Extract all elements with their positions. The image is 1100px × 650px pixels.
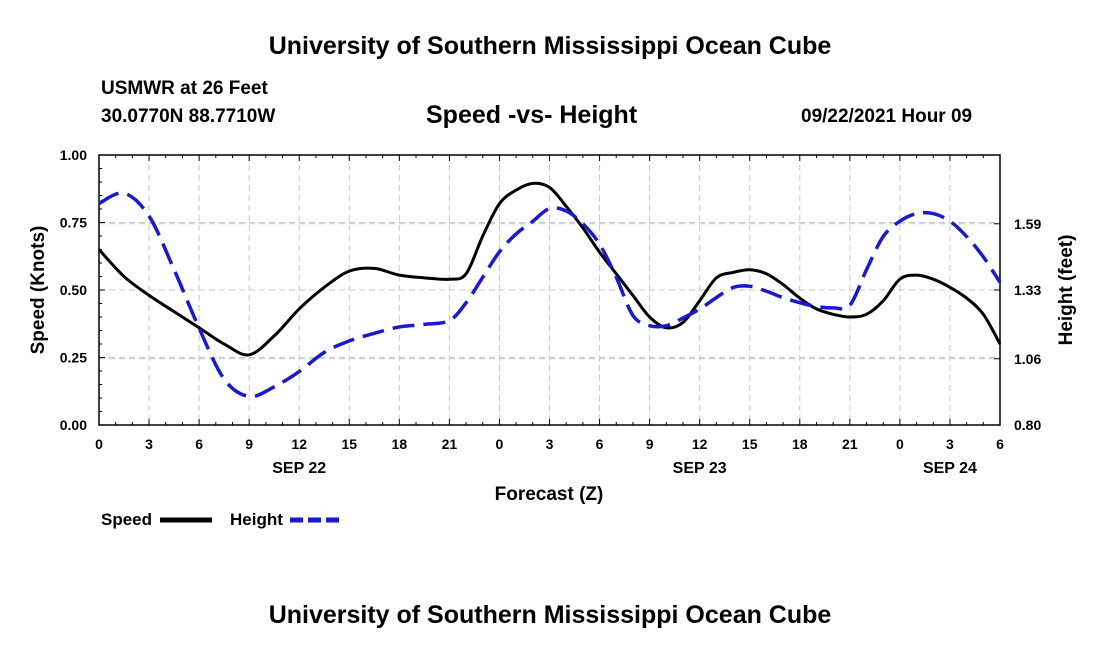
x-tick-label: 12 <box>692 436 708 452</box>
x-tick-label: 0 <box>496 436 504 452</box>
axis-ticks <box>98 154 1001 426</box>
y-tick-label: 0.00 <box>60 417 87 433</box>
x-axis-title: Forecast (Z) <box>495 484 604 505</box>
series <box>97 181 1002 399</box>
y-tick-label: 1.00 <box>60 147 87 163</box>
y2-tick-label: 1.33 <box>1014 282 1041 298</box>
y2-tick-label: 0.80 <box>1014 417 1041 433</box>
page-title-bottom: University of Southern Mississippi Ocean… <box>268 601 832 629</box>
x-tick-label: 3 <box>145 436 153 452</box>
axis-labels: 0 3 6 9 12 15 18 21 0 3 6 9 12 15 18 21 0 3 6 0.00 0.25 0.50 0… <box>60 147 1042 477</box>
x-tick-label: 0 <box>95 436 103 452</box>
x-tick-label: 12 <box>291 436 307 452</box>
date-label: SEP 22 <box>272 460 326 477</box>
chart-title: Speed -vs- Height <box>426 101 638 129</box>
y2-axis-title: Height (feet) <box>1056 235 1077 346</box>
grid <box>99 155 1000 425</box>
legend: Speed Height <box>101 510 342 529</box>
legend-height-label: Height <box>230 510 283 529</box>
x-tick-label: 3 <box>946 436 954 452</box>
x-tick-label: 6 <box>195 436 203 452</box>
date-label: SEP 23 <box>673 460 727 477</box>
forecast-datetime: 09/22/2021 Hour 09 <box>801 106 973 127</box>
x-tick-label: 9 <box>646 436 654 452</box>
y-tick-label: 0.75 <box>60 215 87 231</box>
x-tick-label: 0 <box>896 436 904 452</box>
y-axis-title: Speed (Knots) <box>28 226 49 355</box>
legend-speed-label: Speed <box>101 510 152 529</box>
x-tick-label: 6 <box>596 436 604 452</box>
height-series-line <box>98 191 1002 399</box>
x-tick-label: 3 <box>546 436 554 452</box>
date-label: SEP 24 <box>923 460 977 477</box>
y2-tick-label: 1.59 <box>1014 216 1041 232</box>
x-tick-label: 15 <box>341 436 357 452</box>
y-tick-label: 0.50 <box>60 282 87 298</box>
x-tick-label: 9 <box>245 436 253 452</box>
y-tick-label: 0.25 <box>60 350 87 366</box>
x-tick-label: 21 <box>842 436 858 452</box>
station-coordinates: 30.0770N 88.7710W <box>101 106 276 127</box>
x-tick-label: 18 <box>792 436 808 452</box>
x-tick-label: 18 <box>392 436 408 452</box>
page-title-top: University of Southern Mississippi Ocean… <box>268 32 832 60</box>
station-label: USMWR at 26 Feet <box>101 78 268 99</box>
x-tick-label: 6 <box>996 436 1004 452</box>
x-tick-label: 21 <box>442 436 458 452</box>
y2-tick-label: 1.06 <box>1014 351 1041 367</box>
x-tick-label: 15 <box>742 436 758 452</box>
